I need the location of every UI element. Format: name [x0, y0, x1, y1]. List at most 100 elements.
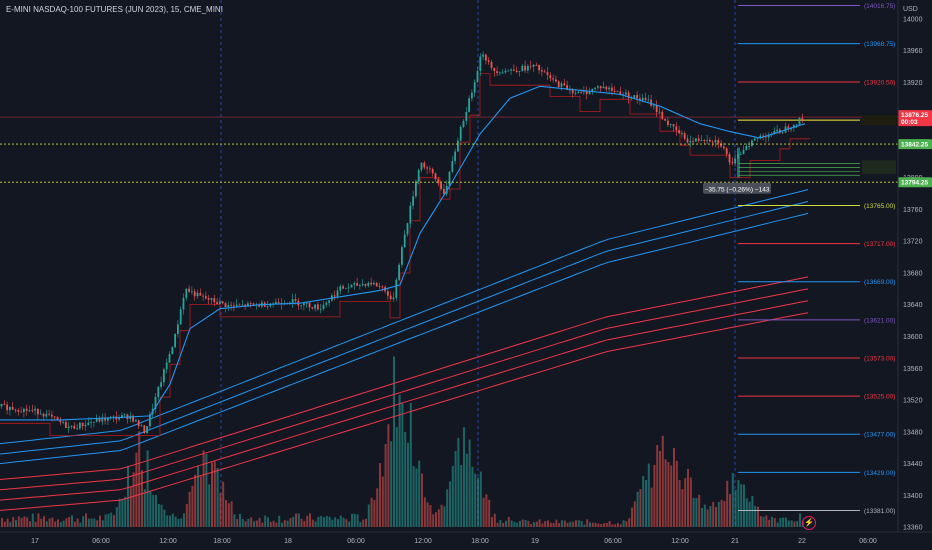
candle-body [515, 70, 518, 73]
volume-bar [670, 465, 673, 527]
volume-bar [267, 517, 269, 527]
candle-body [751, 140, 753, 147]
volume-bar [272, 520, 275, 527]
level-label: (13621.00) [864, 317, 895, 324]
volume-bar [6, 518, 9, 527]
candle-body [781, 132, 784, 134]
candle-body [375, 282, 378, 287]
volume-bar [54, 521, 57, 527]
volume-bar [177, 518, 180, 527]
candle-body [0, 403, 3, 407]
volume-bar [325, 515, 328, 527]
volume-bar [199, 476, 202, 527]
candle-body [291, 298, 294, 303]
candle-body [471, 92, 473, 99]
candle-body [342, 286, 344, 289]
volume-bar [796, 520, 799, 527]
volume-bar [751, 495, 754, 527]
candle-body [605, 86, 608, 90]
volume-bar [527, 520, 530, 527]
level-label: (13968.75) [864, 41, 895, 48]
volume-bar [409, 402, 412, 527]
lightning-icon[interactable]: ⚡ [802, 516, 816, 530]
candle-body [454, 151, 456, 162]
envelope-band-line [0, 276, 809, 480]
currency-label: USD [903, 6, 918, 13]
volume-bar [219, 493, 222, 527]
volume-bar [488, 499, 491, 527]
candle-body [367, 282, 370, 286]
volume-bar [701, 507, 703, 527]
candle-body [720, 143, 722, 147]
volume-bar [597, 523, 600, 527]
volume-bar [479, 471, 482, 527]
volume-bar [367, 504, 370, 527]
volume-bar [393, 356, 395, 527]
volume-bar [768, 519, 771, 527]
candle-body [177, 324, 179, 334]
level-label: (13920.50) [864, 79, 895, 86]
last-price-tag [898, 110, 932, 127]
volume-bar [233, 514, 236, 527]
volume-bar [23, 516, 26, 527]
candle-body [563, 83, 566, 86]
volume-bar [124, 496, 127, 527]
candle-body [482, 54, 484, 57]
volume-bar [647, 463, 650, 527]
candle-body [493, 67, 496, 72]
volume-bar [110, 512, 113, 527]
volume-bar [521, 519, 524, 527]
candle-body [756, 137, 759, 139]
candle-body [118, 417, 120, 420]
time-tick-label: 17 [31, 538, 39, 545]
candle-body [431, 169, 434, 174]
volume-bar [241, 519, 244, 527]
candle-body [11, 407, 14, 410]
volume-bar [594, 522, 597, 527]
level-label: (14016.75) [864, 3, 895, 10]
candle-body [711, 141, 714, 143]
volume-bar [785, 517, 787, 527]
candle-body [672, 124, 675, 127]
candle-body [224, 303, 227, 308]
volume-bar [59, 522, 62, 527]
volume-bar [617, 522, 619, 527]
volume-bar [132, 472, 135, 527]
candle-body [401, 247, 403, 265]
volume-bar [681, 489, 684, 527]
candle-body [314, 304, 316, 309]
candle-body [734, 158, 736, 164]
candle-body [415, 181, 417, 197]
candle-body [37, 408, 39, 415]
volume-bar [82, 516, 85, 527]
volume-bar [113, 515, 115, 527]
volume-bar [3, 521, 6, 527]
volume-bar [633, 501, 636, 527]
candle-body [193, 291, 196, 297]
candle-body [661, 111, 664, 120]
volume-bar [645, 480, 647, 527]
volume-bar [43, 516, 45, 527]
volume-bar [748, 501, 751, 527]
volume-bar [281, 522, 283, 527]
volume-bar [589, 522, 591, 527]
volume-bar [283, 520, 286, 527]
volume-bar [776, 522, 779, 527]
candle-body [81, 422, 84, 427]
volume-bar [779, 518, 782, 527]
volume-bar [211, 462, 213, 527]
candle-body [594, 87, 596, 89]
volume-bar [404, 431, 407, 527]
time-tick-label: 06:00 [347, 538, 365, 545]
volume-bar [362, 519, 365, 527]
volume-bar [715, 507, 717, 527]
candle-body [135, 420, 137, 422]
candle-body [53, 416, 56, 418]
volume-bar [157, 503, 160, 527]
volume-bar [297, 513, 300, 527]
volume-bar [48, 518, 51, 527]
volume-bar [57, 519, 59, 527]
volume-bar [653, 464, 656, 527]
candle-body [112, 416, 115, 418]
